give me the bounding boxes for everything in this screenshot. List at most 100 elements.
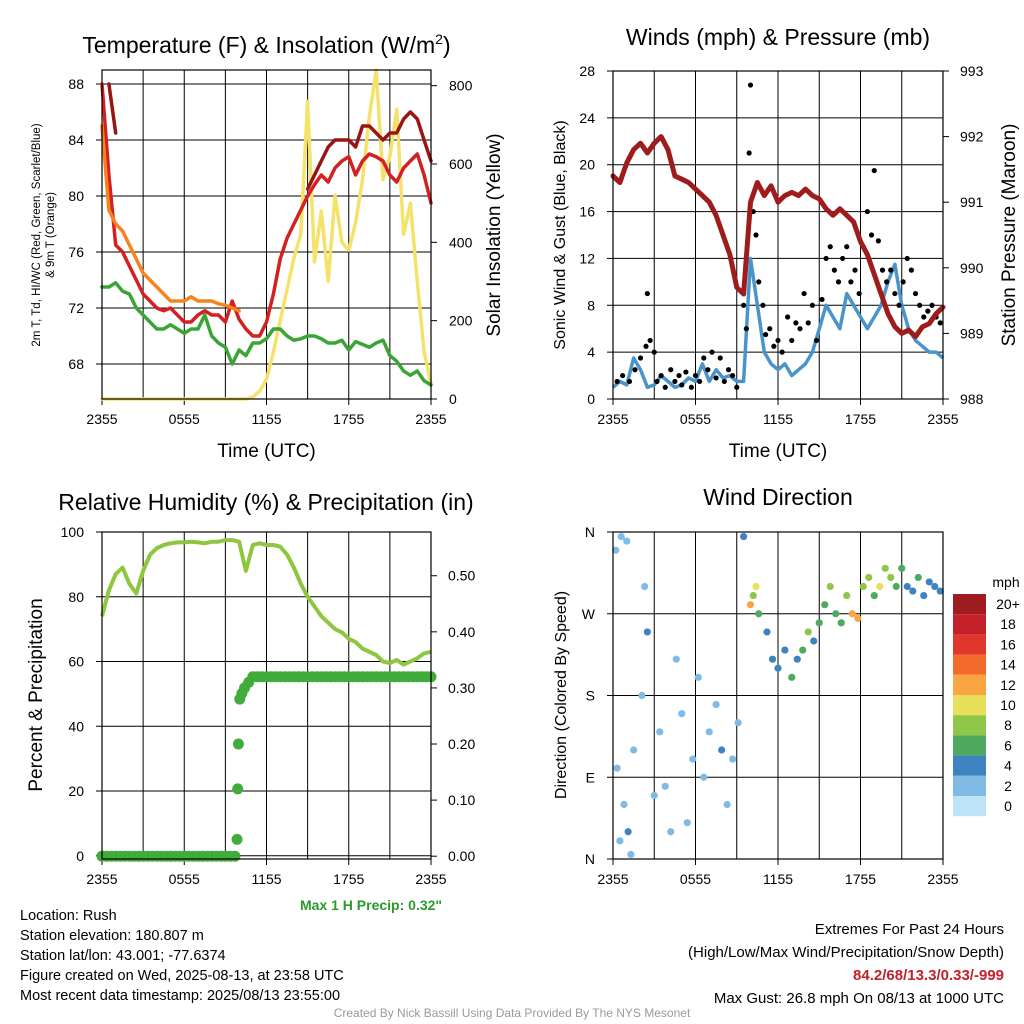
direction-point xyxy=(678,710,686,718)
gust-point xyxy=(679,382,685,388)
direction-point xyxy=(623,537,631,545)
series-pressure-line xyxy=(610,134,946,340)
gust-point xyxy=(835,279,842,285)
gust-point xyxy=(912,290,919,297)
gust-point xyxy=(632,367,638,373)
direction-point xyxy=(881,564,889,572)
gust-point xyxy=(683,369,689,375)
gust-point xyxy=(856,290,862,297)
pressure-ytick-label: 988 xyxy=(960,391,984,407)
gust-point xyxy=(644,290,650,297)
dir-ylabel: Direction (Colored By Speed) xyxy=(553,591,570,799)
gust-point xyxy=(705,367,711,373)
extremes-values: 84.2/68/13.3/0.33/-999 xyxy=(853,967,1004,984)
gust-point xyxy=(721,378,727,385)
wind-ytick-label: 4 xyxy=(587,344,595,360)
direction-point xyxy=(641,582,649,591)
gust-point xyxy=(879,267,886,273)
wind-frame xyxy=(612,70,944,400)
gust-point xyxy=(753,232,759,238)
pressure-ytick-label: 990 xyxy=(960,260,984,276)
direction-point xyxy=(854,614,862,622)
gust-point xyxy=(819,296,825,303)
wind-ytick-label: 12 xyxy=(579,250,595,266)
rh-ytick-label: 0 xyxy=(76,848,84,864)
gust-point xyxy=(637,355,644,361)
gust-point xyxy=(771,343,777,349)
direction-point xyxy=(746,601,755,609)
direction-point xyxy=(903,582,911,591)
direction-point xyxy=(689,755,697,763)
direction-point xyxy=(821,601,829,609)
direction-point xyxy=(705,728,713,736)
direction-point xyxy=(712,700,720,709)
direction-point xyxy=(749,591,757,600)
legend-swatch xyxy=(953,755,986,776)
station-info: Location: Rush Station elevation: 180.80… xyxy=(20,906,344,1006)
direction-point xyxy=(752,582,760,591)
gust-point xyxy=(831,267,837,273)
legend-swatch xyxy=(953,634,986,655)
gust-point xyxy=(643,343,649,349)
gust-point xyxy=(937,320,943,326)
wind-ytick-label: 8 xyxy=(587,297,595,313)
gust-point xyxy=(672,378,678,385)
extremes-subtitle: (High/Low/Max Wind/Precipitation/Snow De… xyxy=(688,944,1004,961)
rh-xtick-label: 1755 xyxy=(333,871,364,887)
direction-point xyxy=(832,610,840,618)
direction-point xyxy=(700,773,708,781)
rh-xtick-label: 2355 xyxy=(86,871,117,887)
direction-point xyxy=(624,828,632,836)
temp-ytick-label: 68 xyxy=(68,356,84,372)
rh-ytick-label: 100 xyxy=(61,524,85,540)
gust-point xyxy=(760,302,766,308)
direction-point xyxy=(627,850,635,859)
solar-ytick-label: 400 xyxy=(449,234,473,250)
extremes-title: Extremes For Past 24 Hours xyxy=(814,921,1004,938)
gust-point xyxy=(809,302,815,308)
precip-ytick-label: 0.10 xyxy=(448,792,475,808)
gust-point xyxy=(730,372,736,379)
dir-ytick-label: E xyxy=(586,769,595,785)
rh-frame xyxy=(101,531,432,860)
temp-frame xyxy=(101,69,432,400)
rh-xtick-label: 0555 xyxy=(169,871,200,887)
legend-swatch xyxy=(953,674,986,695)
precip-ytick-label: 0.50 xyxy=(448,568,475,584)
gust-point xyxy=(620,372,626,379)
temp-ylabel-2: & 9m T (Orange) xyxy=(45,192,57,278)
legend-label: 20+ xyxy=(996,596,1020,612)
wind-xtick-label: 2355 xyxy=(597,411,628,427)
gust-point xyxy=(813,337,820,344)
direction-point xyxy=(859,582,867,591)
gust-point xyxy=(626,378,633,385)
solar-ylabel: Solar Insolation (Yellow) xyxy=(484,133,505,336)
gust-point xyxy=(840,255,846,262)
humidity-panel: 2355 0555 1155 1755 23550204060801000.000.10… xyxy=(26,489,475,887)
gust-point xyxy=(701,355,707,361)
legend-swatch xyxy=(953,614,986,635)
direction-point xyxy=(887,573,895,582)
direction-point xyxy=(909,587,917,595)
legend-label: 16 xyxy=(1000,636,1016,652)
gust-point xyxy=(871,167,877,174)
gust-point xyxy=(797,326,803,332)
created-text: Figure created on Wed, 2025-08-13, at 23… xyxy=(20,968,344,984)
rh-ytick-label: 60 xyxy=(68,654,84,670)
temp-xtick-label: 1755 xyxy=(333,411,364,427)
gust-point xyxy=(888,267,894,273)
legend-label: 18 xyxy=(1000,616,1016,632)
precip-ytick-label: 0.30 xyxy=(448,680,475,696)
direction-point xyxy=(768,655,777,663)
speed-legend: mph 20+ 18 16 14 12 10 8 6 4 2 0 xyxy=(953,574,1020,817)
gust-point xyxy=(668,367,674,373)
gust-point xyxy=(697,378,703,385)
temp-ytick-label: 76 xyxy=(68,244,84,260)
gust-point xyxy=(746,150,752,156)
solar-ytick-label: 800 xyxy=(449,78,473,94)
wind-xtick-label: 1755 xyxy=(845,411,876,427)
precip-ytick-label: 0.00 xyxy=(448,848,475,864)
wind-ytick-label: 20 xyxy=(579,157,595,173)
pressure-ytick-label: 992 xyxy=(960,129,984,145)
